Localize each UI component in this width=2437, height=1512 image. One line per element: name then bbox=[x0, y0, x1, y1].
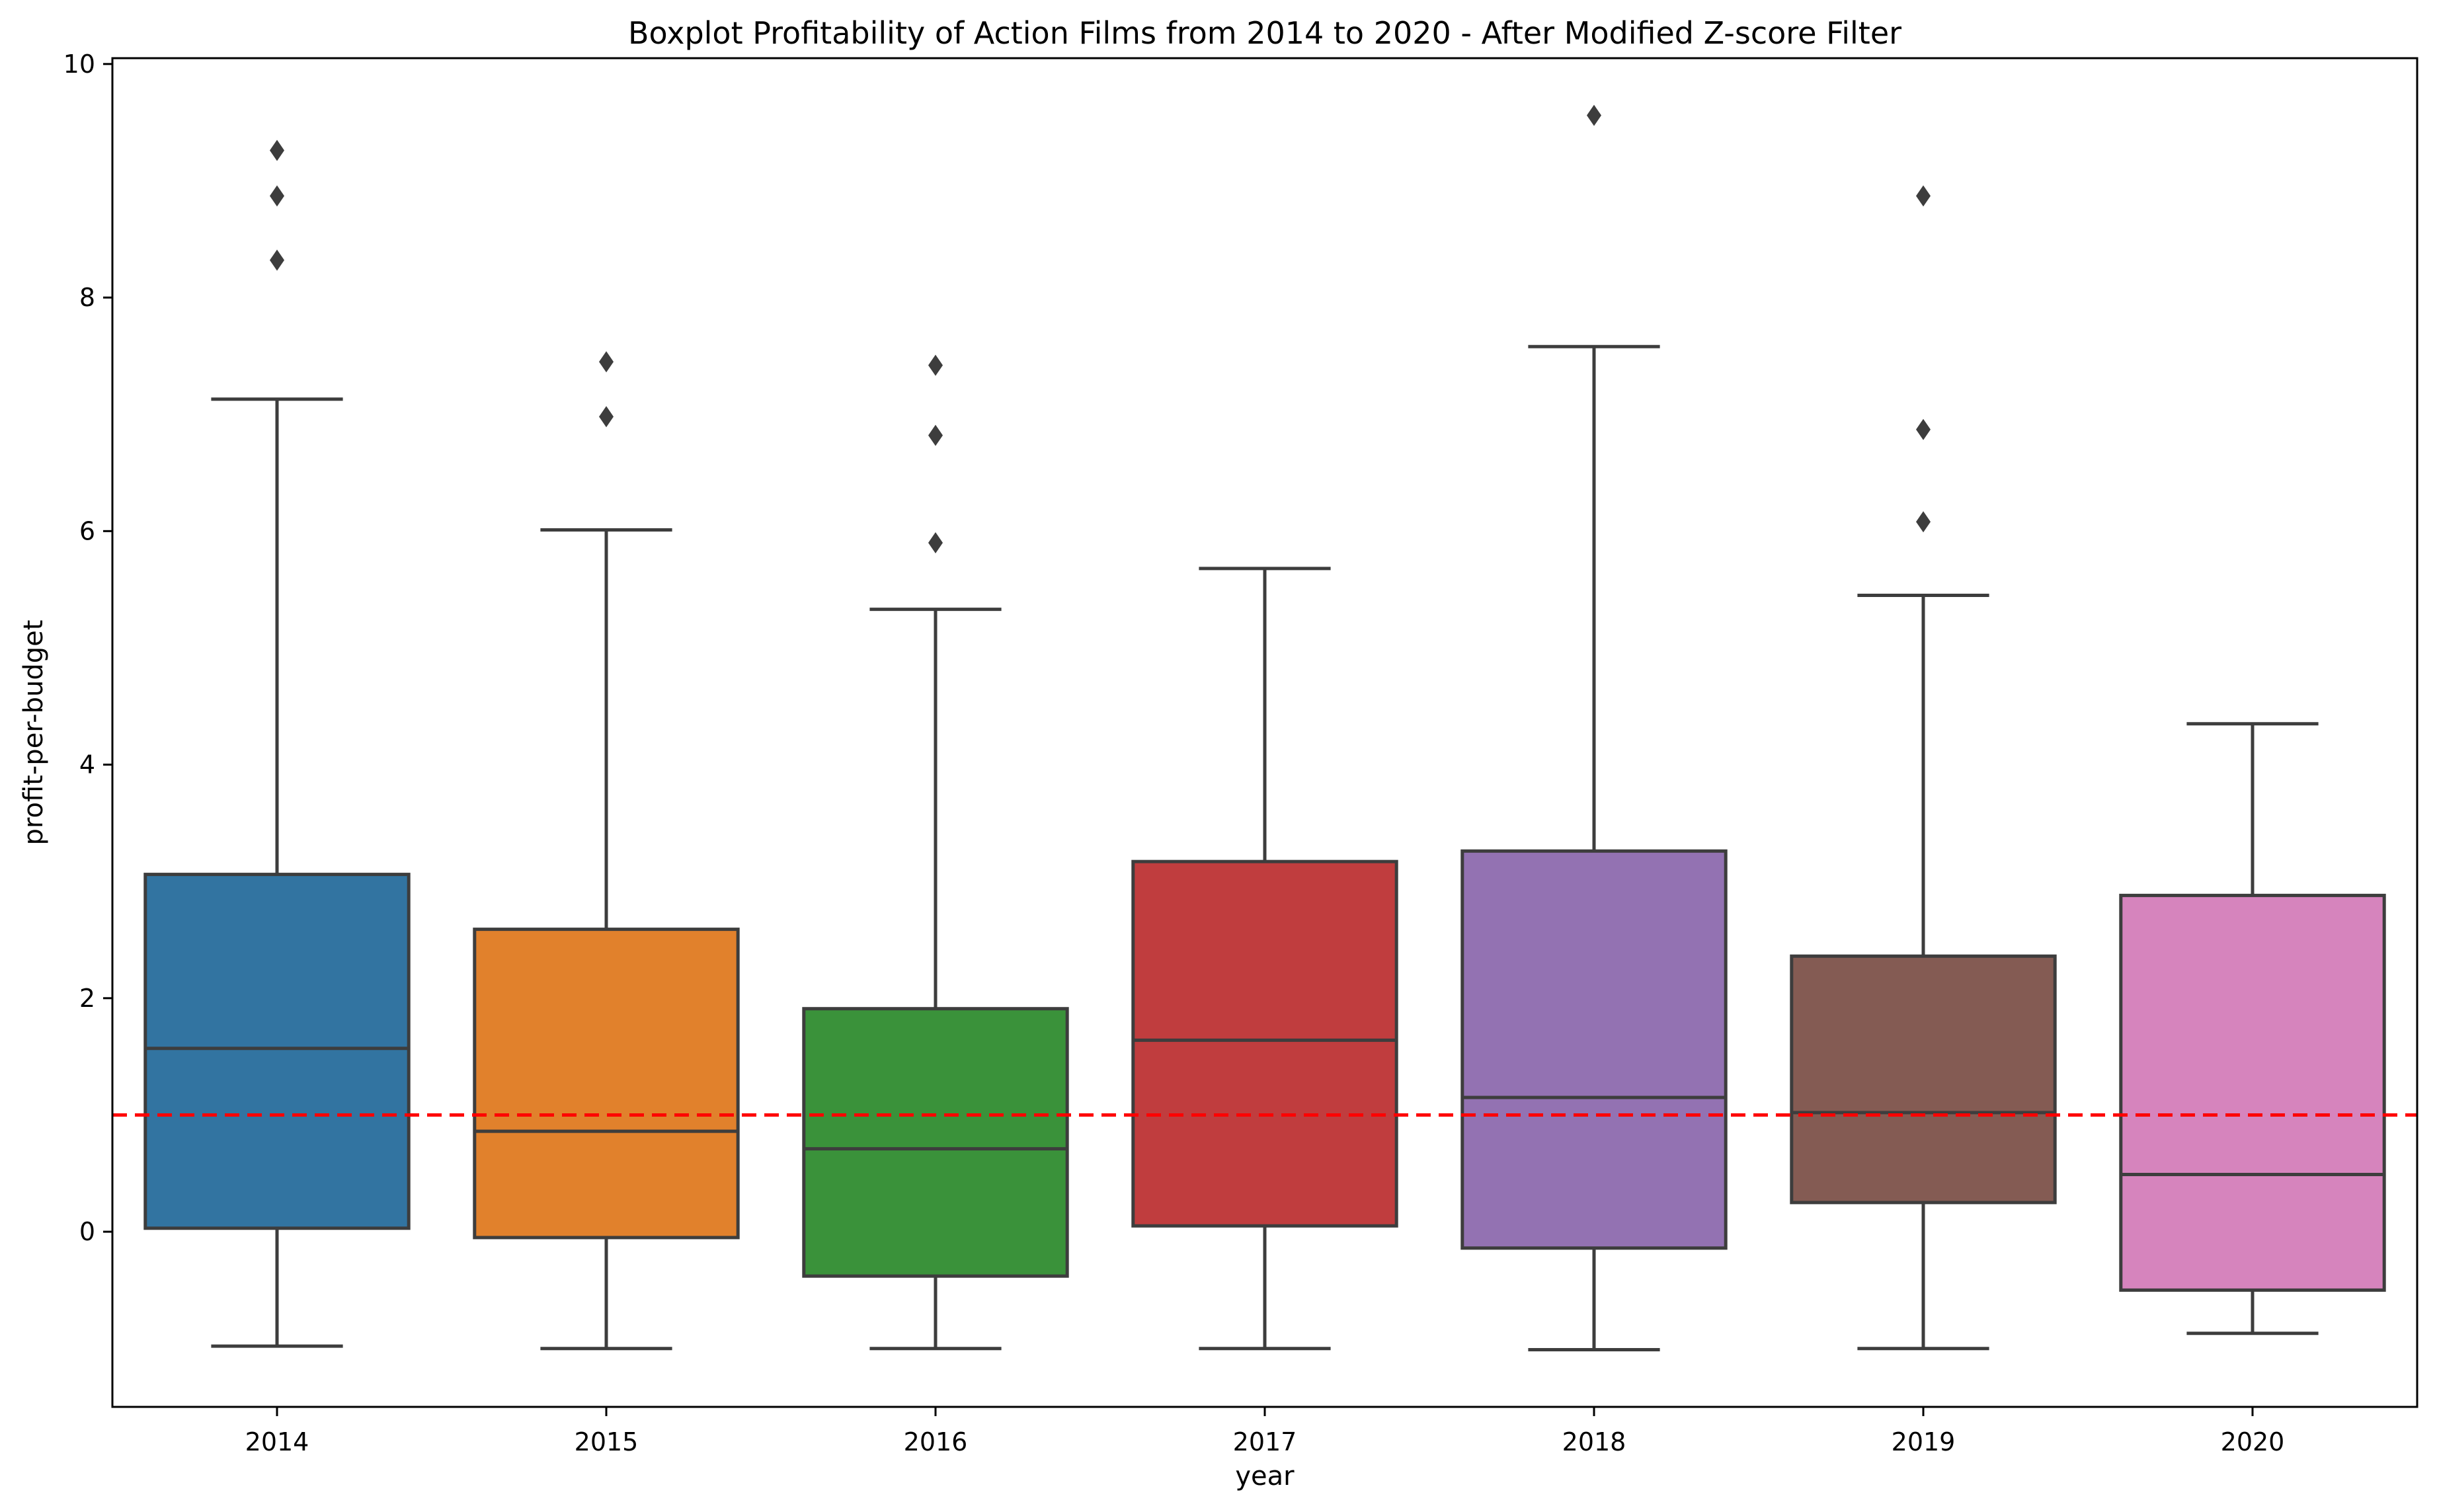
box-2018 bbox=[1460, 104, 1728, 1351]
box-2014 bbox=[143, 139, 411, 1348]
x-tick-label-2019: 2019 bbox=[1892, 1427, 1956, 1456]
iqr-box-2017 bbox=[1131, 859, 1398, 1228]
x-tick-label-2018: 2018 bbox=[1562, 1427, 1626, 1456]
outlier-2019-2 bbox=[1916, 185, 1931, 207]
y-tick-label-6: 6 bbox=[79, 516, 95, 545]
outlier-2014-2 bbox=[270, 139, 284, 161]
outlier-2014-1 bbox=[270, 185, 284, 207]
box-2020 bbox=[2119, 722, 2386, 1335]
y-tick-label-8: 8 bbox=[79, 283, 95, 312]
x-tick-label-2014: 2014 bbox=[245, 1427, 309, 1456]
outlier-2016-2 bbox=[928, 354, 943, 376]
y-tick-label-10: 10 bbox=[63, 50, 95, 79]
x-axis-label: year bbox=[1235, 1461, 1295, 1492]
plot-area bbox=[112, 104, 2417, 1351]
y-axis-label: profit-per-budget bbox=[19, 620, 49, 846]
outlier-2016-0 bbox=[928, 532, 943, 553]
box-2016 bbox=[802, 354, 1069, 1351]
box-2015 bbox=[473, 351, 740, 1351]
y-tick-label-4: 4 bbox=[79, 750, 95, 779]
y-tick-label-0: 0 bbox=[79, 1217, 95, 1246]
axes: 0 2 4 6 8 10 2014 2015 2016 2017 2018 2019 2020 bbox=[63, 50, 2418, 1456]
outlier-2018-0 bbox=[1587, 104, 1601, 126]
iqr-box-2018 bbox=[1460, 849, 1728, 1250]
outlier-2014-0 bbox=[270, 249, 284, 271]
chart-title: Boxplot Profitability of Action Films fr… bbox=[628, 15, 1901, 51]
box-2019 bbox=[1790, 185, 2057, 1351]
x-tick-label-2017: 2017 bbox=[1233, 1427, 1297, 1456]
x-tick-label-2016: 2016 bbox=[904, 1427, 968, 1456]
y-tick-label-2: 2 bbox=[79, 984, 95, 1013]
x-tick-label-2015: 2015 bbox=[575, 1427, 639, 1456]
box-2017 bbox=[1131, 567, 1398, 1351]
iqr-box-2019 bbox=[1790, 954, 2057, 1205]
iqr-box-2016 bbox=[802, 1007, 1069, 1278]
iqr-box-2014 bbox=[143, 873, 411, 1230]
iqr-box-2020 bbox=[2119, 893, 2386, 1292]
outlier-2019-0 bbox=[1916, 511, 1931, 533]
outlier-2015-1 bbox=[599, 351, 614, 373]
x-tick-label-2020: 2020 bbox=[2221, 1427, 2285, 1456]
outlier-2015-0 bbox=[599, 406, 614, 428]
outlier-2019-1 bbox=[1916, 418, 1931, 440]
iqr-box-2015 bbox=[473, 928, 740, 1240]
outlier-2016-1 bbox=[928, 424, 943, 446]
